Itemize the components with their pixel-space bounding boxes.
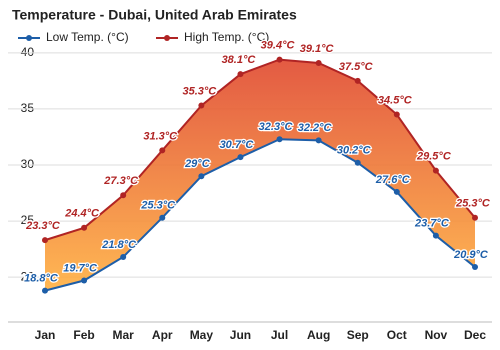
x-tick-label: Mar bbox=[113, 328, 135, 342]
data-label: 30.7°C bbox=[220, 139, 255, 151]
data-label: 18.8°C bbox=[24, 273, 59, 285]
data-point bbox=[237, 154, 244, 161]
data-point bbox=[120, 192, 127, 199]
data-label: 38.1°C bbox=[222, 54, 257, 66]
data-point bbox=[42, 287, 48, 294]
x-tick-label: Jun bbox=[230, 328, 251, 342]
data-point bbox=[237, 71, 244, 78]
data-point bbox=[315, 59, 322, 66]
data-label: 19.7°C bbox=[63, 262, 98, 274]
y-tick-label: 30 bbox=[21, 157, 35, 171]
data-label: 37.5°C bbox=[339, 61, 374, 73]
data-label: 25.3°C bbox=[140, 200, 176, 212]
legend-marker bbox=[164, 35, 170, 41]
data-point bbox=[276, 56, 283, 63]
x-tick-label: May bbox=[190, 328, 214, 342]
data-label: 20.9°C bbox=[453, 249, 489, 261]
data-point bbox=[198, 173, 205, 180]
x-tick-label: Dec bbox=[464, 328, 486, 342]
x-tick-label: Feb bbox=[73, 328, 94, 342]
data-label: 23.7°C bbox=[414, 218, 450, 230]
data-point bbox=[276, 136, 283, 143]
data-label: 29.5°C bbox=[416, 151, 452, 163]
data-point bbox=[432, 232, 439, 239]
data-label: 24.4°C bbox=[64, 208, 100, 220]
legend-label: High Temp. (°C) bbox=[184, 30, 269, 44]
data-point bbox=[315, 137, 322, 144]
data-point bbox=[393, 111, 400, 118]
data-point bbox=[432, 167, 439, 174]
x-tick-label: Nov bbox=[425, 328, 448, 342]
data-label: 32.2°C bbox=[298, 122, 333, 134]
y-tick-label: 20 bbox=[21, 269, 35, 283]
data-point bbox=[354, 159, 361, 166]
y-tick-label: 35 bbox=[21, 101, 35, 115]
data-point bbox=[81, 277, 88, 284]
series-line bbox=[44, 58, 476, 242]
data-label: 27.3°C bbox=[103, 175, 139, 187]
series-line bbox=[44, 138, 476, 292]
x-tick-label: Oct bbox=[387, 328, 407, 342]
x-tick-label: Apr bbox=[152, 328, 173, 342]
legend-label: Low Temp. (°C) bbox=[46, 30, 129, 44]
data-point bbox=[354, 77, 361, 84]
data-point bbox=[120, 253, 127, 260]
data-label: 29°C bbox=[184, 158, 211, 170]
data-point bbox=[393, 188, 400, 195]
data-label: 35.3°C bbox=[182, 85, 217, 97]
data-label: 34.5°C bbox=[378, 94, 413, 106]
y-tick-label: 25 bbox=[21, 213, 35, 227]
x-tick-label: Jul bbox=[271, 328, 288, 342]
data-label: 32.3°C bbox=[259, 121, 294, 133]
x-tick-label: Sep bbox=[347, 328, 369, 342]
data-label: 21.8°C bbox=[101, 239, 137, 251]
data-point bbox=[472, 264, 478, 271]
data-label: 23.3°C bbox=[25, 220, 61, 232]
chart-title: Temperature - Dubai, United Arab Emirate… bbox=[12, 7, 297, 23]
x-tick-label: Aug bbox=[307, 328, 330, 342]
data-point bbox=[198, 102, 205, 109]
band-fill bbox=[45, 59, 475, 291]
data-label: 39.4°C bbox=[261, 39, 296, 51]
legend-marker bbox=[26, 35, 32, 41]
data-point bbox=[159, 214, 166, 221]
data-point bbox=[472, 214, 478, 221]
data-label: 31.3°C bbox=[143, 130, 178, 142]
data-point bbox=[159, 147, 166, 154]
data-label: 30.2°C bbox=[337, 145, 372, 157]
data-label: 39.1°C bbox=[300, 43, 335, 55]
data-label: 25.3°C bbox=[455, 198, 491, 210]
data-point bbox=[81, 224, 88, 231]
y-tick-label: 40 bbox=[21, 45, 35, 59]
data-point bbox=[42, 237, 48, 244]
x-tick-label: Jan bbox=[35, 328, 56, 342]
data-label: 27.6°C bbox=[375, 174, 411, 186]
